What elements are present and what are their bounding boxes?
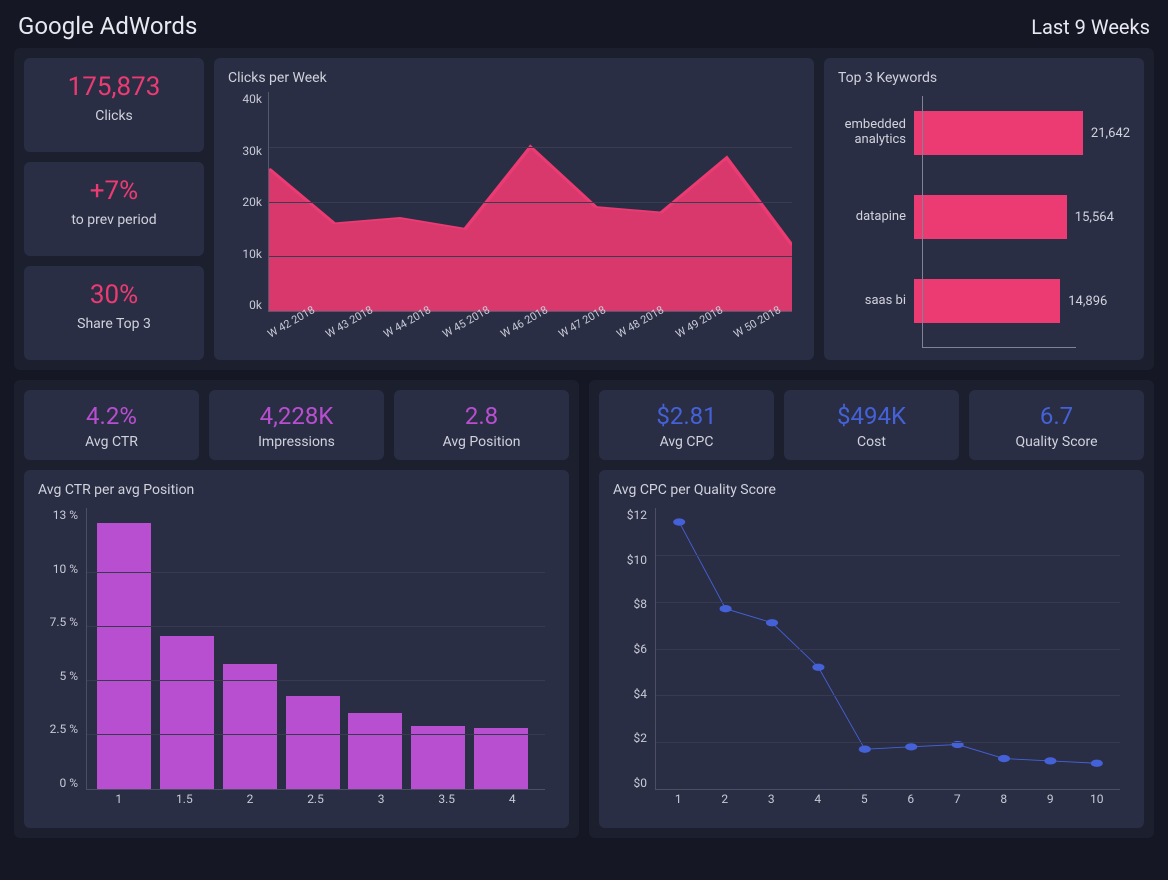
ctr-panel: 4.2% Avg CTR 4,228K Impressions 2.8 Avg … bbox=[14, 380, 579, 838]
top-section: 175,873 Clicks +7% to prev period 30% Sh… bbox=[14, 48, 1154, 370]
ctr-vs-position-chart: Avg CTR per avg Position 13 %10 %7.5 %5 … bbox=[24, 470, 569, 828]
keyword-bar bbox=[914, 279, 1060, 323]
stat-card-share: 30% Share Top 3 bbox=[24, 266, 204, 360]
stat-value: 175,873 bbox=[32, 72, 196, 102]
stat-card-avg-cpc: $2.81 Avg CPC bbox=[599, 390, 774, 460]
plot-area bbox=[86, 508, 545, 790]
keyword-bar bbox=[914, 195, 1067, 239]
cpc-vs-quality-chart: Avg CPC per Quality Score $12$10$8$6$4$2… bbox=[599, 470, 1144, 828]
stat-card-clicks: 175,873 Clicks bbox=[24, 58, 204, 152]
y-axis: 13 %10 %7.5 %5 %2.5 %0 % bbox=[38, 508, 78, 790]
keyword-value: 21,642 bbox=[1091, 126, 1130, 141]
stat-label: Cost bbox=[790, 434, 953, 450]
bar bbox=[411, 726, 465, 789]
bar bbox=[160, 636, 214, 789]
chart-title: Top 3 Keywords bbox=[838, 70, 1130, 86]
plot-area bbox=[655, 508, 1120, 790]
keyword-row: embedded analytics 21,642 bbox=[838, 98, 1130, 168]
clicks-per-week-chart: Clicks per Week 40k30k20k10k0k W 42 2018… bbox=[214, 58, 814, 360]
keyword-row: saas bi 14,896 bbox=[838, 266, 1130, 336]
keyword-value: 15,564 bbox=[1075, 210, 1114, 225]
stat-card-cost: $494K Cost bbox=[784, 390, 959, 460]
bar bbox=[474, 728, 528, 789]
y-axis: $12$10$8$6$4$2$0 bbox=[613, 508, 647, 790]
keyword-value: 14,896 bbox=[1068, 294, 1107, 309]
chart-title: Avg CTR per avg Position bbox=[38, 482, 555, 498]
stat-label: Impressions bbox=[215, 434, 378, 450]
y-axis: 40k30k20k10k0k bbox=[228, 92, 262, 312]
x-axis: 12345678910 bbox=[655, 792, 1120, 814]
stat-value: 6.7 bbox=[975, 402, 1138, 430]
bar bbox=[286, 696, 340, 789]
stat-label: Clicks bbox=[32, 108, 196, 124]
stat-label: Avg CPC bbox=[605, 434, 768, 450]
stat-label: Avg CTR bbox=[30, 434, 193, 450]
stat-value: 4.2% bbox=[30, 402, 193, 430]
keyword-label: datapine bbox=[838, 210, 914, 225]
keyword-bars: embedded analytics 21,642 datapine 15,564 sa… bbox=[838, 92, 1130, 352]
stat-value: +7% bbox=[32, 176, 196, 206]
bar bbox=[97, 523, 151, 789]
stat-label: to prev period bbox=[32, 212, 196, 228]
stat-card-avg-ctr: 4.2% Avg CTR bbox=[24, 390, 199, 460]
cpc-panel: $2.81 Avg CPC $494K Cost 6.7 Quality Sco… bbox=[589, 380, 1154, 838]
stat-value: $2.81 bbox=[605, 402, 768, 430]
plot-area bbox=[268, 92, 792, 312]
x-axis: W 42 2018W 43 2018W 44 2018W 45 2018W 46… bbox=[268, 314, 792, 352]
stat-label: Avg Position bbox=[400, 434, 563, 450]
keyword-bar bbox=[914, 111, 1083, 155]
stat-value: 4,228K bbox=[215, 402, 378, 430]
y-axis-line bbox=[922, 96, 923, 348]
top-keywords-chart: Top 3 Keywords embedded analytics 21,642 d… bbox=[824, 58, 1144, 360]
stat-card-avg-position: 2.8 Avg Position bbox=[394, 390, 569, 460]
stat-value: $494K bbox=[790, 402, 953, 430]
summary-stat-column: 175,873 Clicks +7% to prev period 30% Sh… bbox=[24, 58, 204, 360]
page-header: Google AdWords Last 9 Weeks bbox=[14, 10, 1154, 48]
chart-title: Clicks per Week bbox=[228, 70, 800, 86]
stat-value: 30% bbox=[32, 280, 196, 310]
chart-title: Avg CPC per Quality Score bbox=[613, 482, 1130, 498]
stat-card-quality-score: 6.7 Quality Score bbox=[969, 390, 1144, 460]
keyword-label: embedded analytics bbox=[838, 118, 914, 148]
page-title: Google AdWords bbox=[18, 12, 197, 40]
x-axis: 11.522.533.54 bbox=[86, 792, 545, 814]
stat-label: Share Top 3 bbox=[32, 316, 196, 332]
bar bbox=[223, 664, 277, 789]
bar bbox=[348, 713, 402, 789]
period-label: Last 9 Weeks bbox=[1031, 15, 1150, 39]
stat-card-impressions: 4,228K Impressions bbox=[209, 390, 384, 460]
stat-value: 2.8 bbox=[400, 402, 563, 430]
stat-card-change: +7% to prev period bbox=[24, 162, 204, 256]
keyword-row: datapine 15,564 bbox=[838, 182, 1130, 252]
stat-label: Quality Score bbox=[975, 434, 1138, 450]
keyword-label: saas bi bbox=[838, 294, 914, 309]
